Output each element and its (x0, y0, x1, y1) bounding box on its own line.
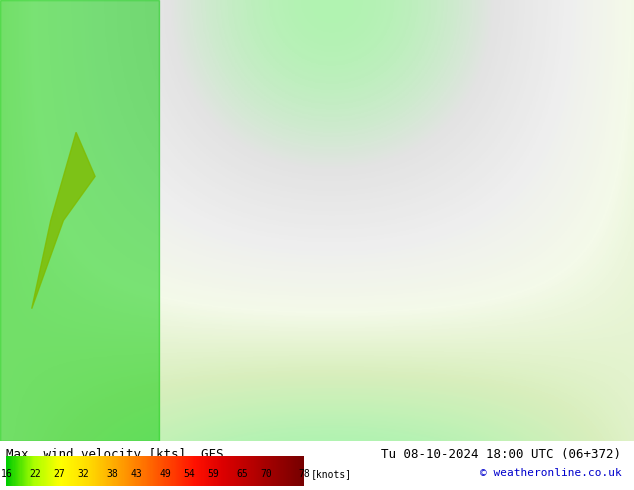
Text: 22: 22 (29, 469, 41, 479)
Text: 78: 78 (299, 469, 310, 479)
Text: 70: 70 (260, 469, 272, 479)
Text: 54: 54 (183, 469, 195, 479)
Text: 16: 16 (1, 469, 12, 479)
Text: [knots]: [knots] (310, 469, 351, 479)
Text: 49: 49 (159, 469, 171, 479)
Polygon shape (0, 0, 158, 441)
Text: 38: 38 (107, 469, 118, 479)
Text: Max. wind velocity [kts]  GFS: Max. wind velocity [kts] GFS (6, 448, 224, 462)
Text: 27: 27 (53, 469, 65, 479)
Text: Tu 08-10-2024 18:00 UTC (06+372): Tu 08-10-2024 18:00 UTC (06+372) (381, 448, 621, 462)
Polygon shape (32, 132, 95, 309)
Text: 43: 43 (130, 469, 142, 479)
Text: © weatheronline.co.uk: © weatheronline.co.uk (479, 468, 621, 478)
Text: 59: 59 (207, 469, 219, 479)
Text: 65: 65 (236, 469, 248, 479)
Text: 32: 32 (77, 469, 89, 479)
